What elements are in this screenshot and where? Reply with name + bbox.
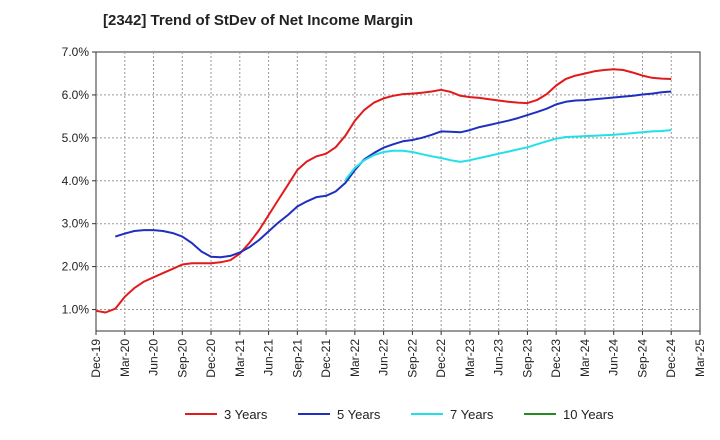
y-tick-label: 3.0% [62, 217, 90, 231]
y-tick-label: 4.0% [62, 174, 90, 188]
x-tick-label: Jun-22 [377, 339, 391, 376]
y-tick-label: 2.0% [62, 260, 90, 274]
series-line-3 [344, 129, 672, 181]
x-tick-label: Sep-22 [405, 339, 419, 378]
series-line-1 [95, 68, 672, 314]
x-tick-label: Dec-21 [319, 339, 333, 378]
x-tick-label: Mar-22 [348, 339, 362, 377]
legend-label: 5 Years [337, 407, 381, 422]
x-tick-label: Sep-21 [290, 339, 304, 378]
y-tick-label: 6.0% [62, 88, 90, 102]
x-tick-label: Jun-24 [607, 339, 621, 376]
x-tick-label: Dec-23 [549, 339, 563, 378]
x-tick-label: Dec-24 [664, 339, 678, 378]
series-line-2 [114, 90, 672, 259]
x-tick-label: Dec-19 [89, 339, 103, 378]
legend: 3 Years 5 Years 7 Years 10 Years [185, 407, 614, 422]
plot-area [95, 51, 701, 332]
x-tick-label: Jun-21 [262, 339, 276, 376]
y-tick-label: 7.0% [62, 45, 90, 59]
x-tick-label: Mar-20 [118, 339, 132, 377]
x-tick-label: Mar-24 [578, 339, 592, 377]
x-tick-label: Mar-23 [463, 339, 477, 377]
legend-label: 10 Years [563, 407, 614, 422]
series-lines [95, 68, 672, 314]
chart-title: [2342] Trend of StDev of Net Income Marg… [103, 12, 414, 29]
legend-label: 3 Years [224, 407, 268, 422]
vertical-gridlines [124, 52, 672, 331]
x-tick-label: Mar-25 [693, 339, 707, 377]
y-tick-label: 5.0% [62, 131, 90, 145]
x-tick-label: Dec-20 [204, 339, 218, 378]
y-axis-ticks: 1.0% 2.0% 3.0% 4.0% 5.0% 6.0% 7.0% [62, 45, 96, 317]
x-tick-label: Dec-22 [434, 339, 448, 378]
x-tick-label: Sep-23 [520, 339, 534, 378]
x-tick-label: Mar-21 [233, 339, 247, 377]
x-axis-ticks: Dec-19 Mar-20 Jun-20 Sep-20 Dec-20 Mar-21 Jun-… [89, 331, 707, 378]
x-tick-label: Sep-20 [175, 339, 189, 378]
x-tick-label: Jun-23 [492, 339, 506, 376]
x-tick-label: Sep-24 [635, 339, 649, 378]
legend-label: 7 Years [450, 407, 494, 422]
y-tick-label: 1.0% [62, 303, 90, 317]
x-tick-label: Jun-20 [147, 339, 161, 376]
